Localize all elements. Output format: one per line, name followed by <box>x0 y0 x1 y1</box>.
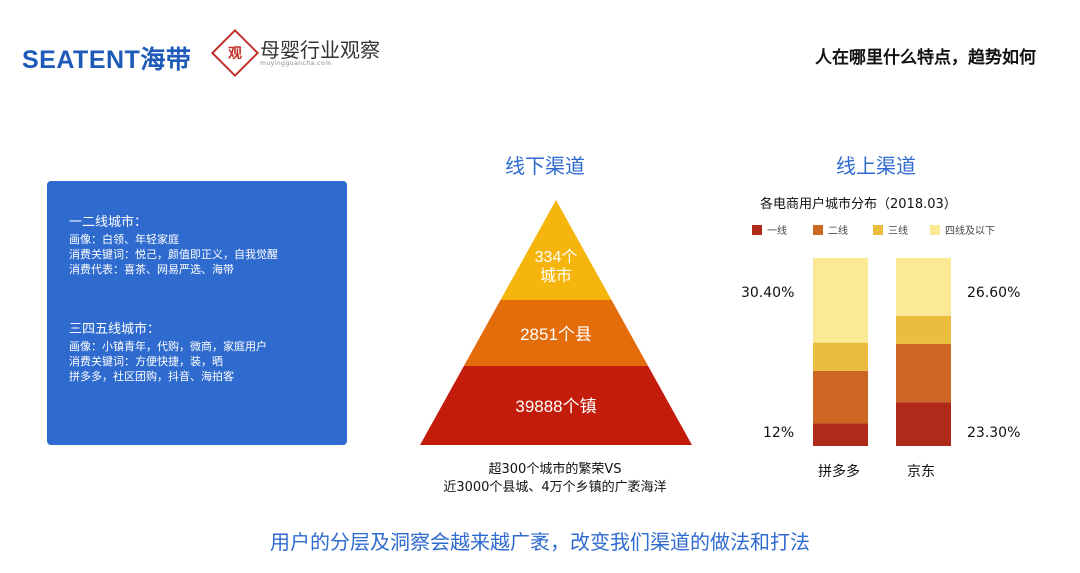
tier1-group: 一二线城市： 画像：白领、年轻家庭 消费关键词：悦己，颜值即正义，自我觉醒 消费… <box>69 214 325 277</box>
tier1-line: 消费代表：喜茶、网易严选、海带 <box>69 263 234 276</box>
bar-segment-pdd-0 <box>813 423 868 446</box>
legend-swatch <box>873 224 883 235</box>
legend-swatch <box>752 224 762 235</box>
bar-segment-pdd-1 <box>813 370 868 424</box>
jd-bottom-percent-label: 23.30% <box>967 425 1021 441</box>
pdd-top-percent-label: 30.40% <box>741 285 795 301</box>
pyramid-caption-line1: 超300个城市的繁荣VS <box>488 462 622 477</box>
pyramid-label-town: 39888个镇 <box>515 397 596 416</box>
pyramid-tier-town <box>420 366 692 445</box>
stacked-bar-chart <box>813 258 951 446</box>
pyramid-label-city-1: 334个 <box>535 248 578 266</box>
bottom-summary-text: 用户的分层及洞察会越来越广袤，改变我们渠道的做法和打法 <box>270 530 810 554</box>
pyramid-label-county: 2851个县 <box>520 325 592 344</box>
tier2-group: 三四五线城市： 画像：小镇青年，代购，微商，家庭用户 消费关键词：方便快捷，装，… <box>69 321 325 384</box>
tier2-line: 拼多多，社区团购，抖音、海拍客 <box>69 370 234 383</box>
muying-logo-subtext: muyingguancha.com <box>260 59 332 67</box>
legend-label: 四线及以下 <box>945 226 995 237</box>
offline-channel-title: 线下渠道 <box>505 154 585 178</box>
online-channel-title: 线上渠道 <box>836 154 916 178</box>
bar-segment-jd-1 <box>896 343 951 403</box>
tier2-title: 三四五线城市： <box>69 322 161 337</box>
bar-segment-pdd-2 <box>813 342 868 371</box>
legend-item: 二线 <box>813 222 848 237</box>
muying-logo-text: 母婴行业观察 <box>260 37 380 62</box>
pyramid-caption-line2: 近3000个县城、4万个乡镇的广袤海洋 <box>443 480 667 495</box>
offline-pyramid-chart: 334个 城市 2851个县 39888个镇 <box>420 200 692 445</box>
pyramid-label-city-2: 城市 <box>540 267 572 285</box>
tier2-line: 画像：小镇青年，代购，微商，家庭用户 <box>69 340 267 353</box>
legend-label: 三线 <box>888 226 908 237</box>
jd-top-percent-label: 26.60% <box>967 285 1021 301</box>
bar-segment-jd-0 <box>896 402 951 446</box>
stacked-chart-title: 各电商用户城市分布（2018.03） <box>760 197 957 212</box>
legend-item: 四线及以下 <box>930 222 995 237</box>
bar-segment-jd-2 <box>896 315 951 344</box>
muying-logo-mark-glyph: 观 <box>228 46 242 62</box>
legend-swatch <box>930 224 940 235</box>
legend-item: 一线 <box>752 222 787 237</box>
bar-segment-jd-3 <box>896 258 951 316</box>
tier1-line: 画像：白领、年轻家庭 <box>69 233 179 246</box>
tier1-title: 一二线城市： <box>69 215 148 230</box>
tier1-line: 消费关键词：悦己，颜值即正义，自我觉醒 <box>69 248 278 261</box>
legend-label: 一线 <box>767 226 787 237</box>
page-headline: 人在哪里什么特点，趋势如何 <box>815 48 1036 68</box>
pdd-bottom-percent-label: 12% <box>763 425 795 441</box>
legend-swatch <box>813 224 823 235</box>
category-label-pdd: 拼多多 <box>818 464 860 480</box>
legend-item: 三线 <box>873 222 908 237</box>
pyramid-tier-city <box>500 200 612 300</box>
muying-logo-mark-icon: 观 <box>210 28 260 78</box>
legend-label: 二线 <box>828 226 848 237</box>
muying-logo: 观 母婴行业观察 muyingguancha.com <box>210 28 380 78</box>
bar-segment-pdd-3 <box>813 258 868 343</box>
city-tier-info-box: 一二线城市： 画像：白领、年轻家庭 消费关键词：悦己，颜值即正义，自我觉醒 消费… <box>47 181 347 445</box>
category-label-jd: 京东 <box>907 464 935 480</box>
pyramid-tier-county <box>463 300 649 366</box>
seatent-logo: SEATENT海带 <box>22 46 192 74</box>
tier2-line: 消费关键词：方便快捷，装，晒 <box>69 355 223 368</box>
